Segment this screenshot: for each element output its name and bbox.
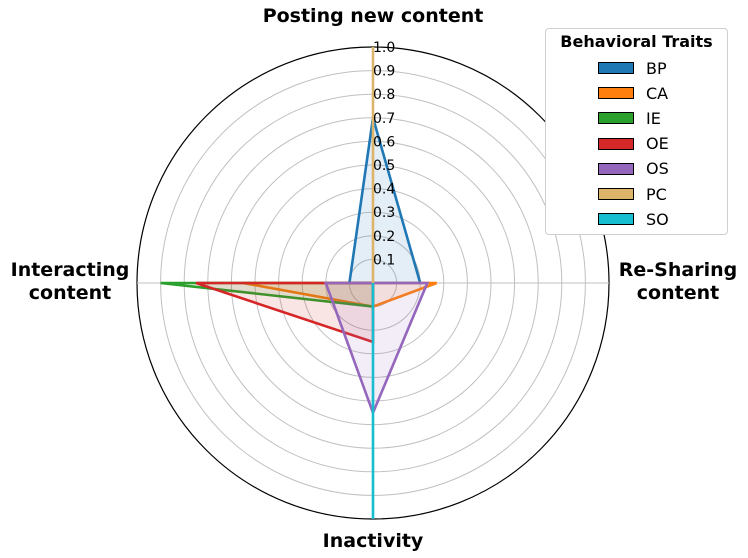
tick-label: 0.1 <box>373 252 395 268</box>
legend-item-os: OS <box>598 159 669 179</box>
legend-item-oe: OE <box>598 134 669 154</box>
series-os-polygon <box>323 281 430 417</box>
tick-label: 0.9 <box>373 64 395 80</box>
legend-label: SO <box>646 209 669 229</box>
axis-label: Re-Sharing content <box>619 259 737 304</box>
legend-swatch <box>598 87 634 100</box>
tick-label: 0.3 <box>373 205 395 221</box>
legend-swatch <box>598 188 634 200</box>
tick-label: 0.2 <box>373 229 395 245</box>
legend-swatch <box>598 112 634 125</box>
axis-label: Posting new content <box>263 5 484 27</box>
legend-swatch <box>598 137 634 150</box>
legend-label: IE <box>646 108 661 128</box>
axis-labels: Posting new content Re-Sharing content Inac… <box>11 5 738 552</box>
legend-item-so: SO <box>598 209 669 229</box>
legend: Behavioral Traits BP CA IE OE OS PC SO <box>545 28 728 235</box>
radial-tick-labels: 0.1 0.2 0.3 0.4 0.5 0.6 0.7 0.8 0.9 1.0 <box>373 40 395 268</box>
legend-item-ie: IE <box>598 108 661 128</box>
legend-item-pc: PC <box>598 184 667 204</box>
legend-swatch <box>598 162 634 175</box>
tick-label: 0.4 <box>373 182 395 198</box>
radar-series <box>160 47 438 519</box>
legend-label: OE <box>646 134 669 154</box>
tick-label: 0.8 <box>373 87 395 103</box>
legend-label: CA <box>646 83 669 103</box>
legend-title: Behavioral Traits <box>560 32 713 51</box>
tick-label: 0.7 <box>373 111 395 127</box>
tick-label: 1.0 <box>373 40 395 56</box>
legend-item-ca: CA <box>598 83 668 103</box>
legend-swatch <box>598 62 634 74</box>
tick-label: 0.6 <box>373 134 395 150</box>
legend-swatch <box>598 213 634 226</box>
legend-label: PC <box>646 184 667 204</box>
axis-label: Inactivity <box>323 530 424 552</box>
axis-label: Interacting content <box>11 259 130 304</box>
legend-item-bp: BP <box>598 58 667 78</box>
legend-label: BP <box>646 58 667 78</box>
tick-label: 0.5 <box>373 158 395 174</box>
legend-label: OS <box>646 159 669 179</box>
